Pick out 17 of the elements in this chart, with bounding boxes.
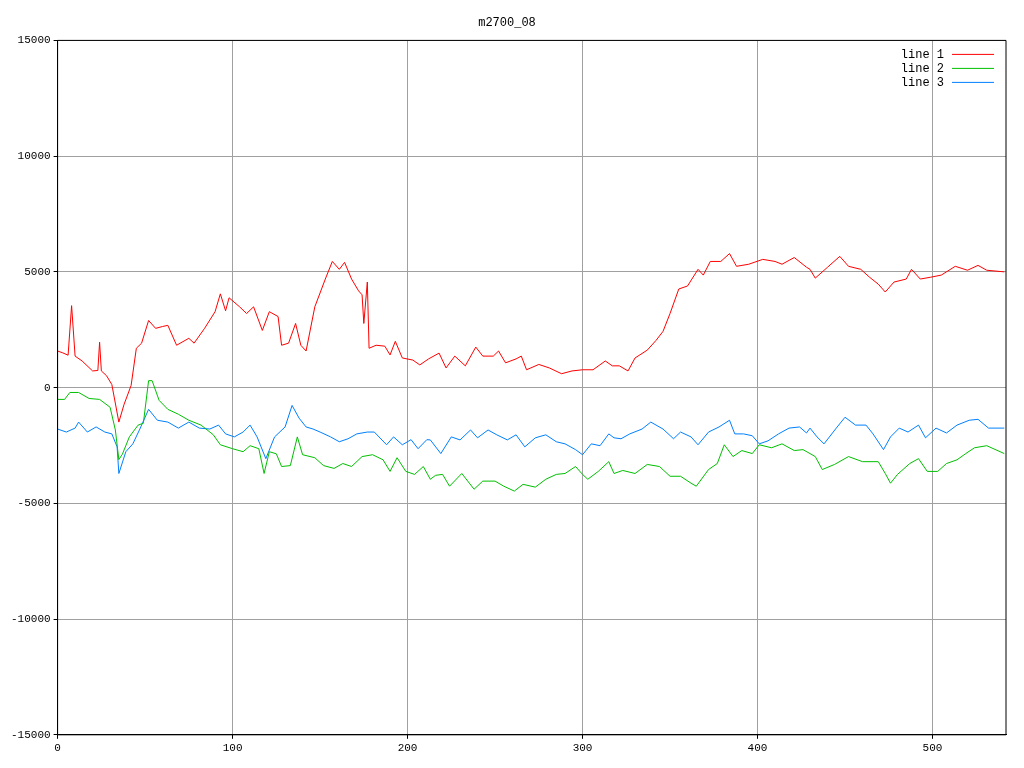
y-tick-label: -10000 [11, 612, 51, 625]
y-tick-label: 15000 [17, 34, 51, 47]
legend-label: line 2 [900, 61, 944, 76]
x-tick-label: 300 [572, 742, 593, 755]
chart-title: m2700_08 [478, 16, 536, 31]
y-tick-label: 0 [44, 381, 51, 394]
legend-label: line 1 [900, 47, 944, 62]
y-tick-label: 10000 [17, 150, 51, 163]
x-tick-label: 100 [222, 742, 243, 755]
x-tick-label: 0 [54, 742, 61, 755]
x-tick-label: 200 [397, 742, 418, 755]
y-tick-label: 5000 [24, 265, 51, 278]
y-tick-label: -5000 [17, 497, 51, 510]
x-tick-label: 500 [922, 742, 943, 755]
x-tick-label: 400 [747, 742, 768, 755]
y-tick-label: -15000 [11, 728, 51, 741]
legend-label: line 3 [900, 75, 944, 90]
